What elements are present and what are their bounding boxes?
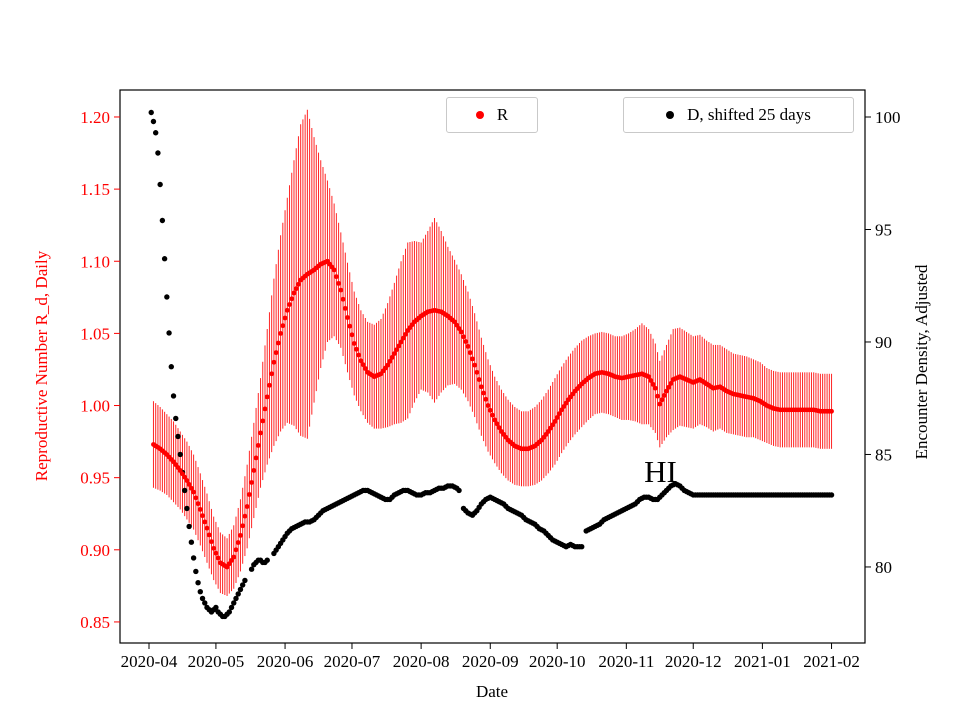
left-tick-label: 0.90: [80, 541, 110, 560]
annotation-HI: HI: [644, 454, 677, 490]
x-tick-label: 2021-01: [734, 652, 791, 671]
x-tick-label: 2020-07: [324, 652, 381, 671]
error-bars: [152, 109, 833, 596]
legend-R-label: R: [496, 105, 509, 124]
series-D-dots: [148, 109, 835, 620]
left-tick-label: 1.10: [80, 252, 110, 271]
plot-border: [119, 89, 866, 644]
right-tick-label: 95: [875, 220, 892, 239]
legend-D: D, shifted 25 days: [623, 97, 854, 133]
right-axis-title: Encounter Density, Adjusted: [912, 264, 931, 460]
x-tick-label: 2020-08: [393, 652, 450, 671]
right-tick-label: 80: [875, 558, 892, 577]
left-tick-label: 1.05: [80, 324, 110, 343]
x-tick-label: 2020-06: [257, 652, 314, 671]
x-tick-label: 2021-02: [803, 652, 860, 671]
right-tick-label: 100: [875, 108, 901, 127]
x-tick-label: 2020-12: [665, 652, 722, 671]
right-tick-label: 85: [875, 445, 892, 464]
x-axis-title: Date: [475, 682, 509, 701]
left-axis-title: Reproductive Number R_d, Daily: [32, 250, 51, 482]
left-tick-label: 1.15: [80, 180, 110, 199]
red-dot-marker-icon: [475, 111, 484, 119]
legend-R: R: [446, 97, 538, 133]
black-dot-marker-icon: [666, 111, 675, 119]
legend-D-label: D, shifted 25 days: [687, 105, 811, 124]
left-tick-label: 1.00: [80, 397, 110, 416]
x-tick-label: 2020-09: [462, 652, 519, 671]
left-tick-label: 0.85: [80, 613, 110, 632]
x-tick-label: 2020-11: [598, 652, 654, 671]
right-tick-label: 90: [875, 333, 892, 352]
x-tick-label: 2020-04: [121, 652, 178, 671]
series-R-dots: [151, 258, 834, 570]
left-tick-label: 1.20: [80, 108, 110, 127]
x-tick-label: 2020-05: [188, 652, 245, 671]
left-tick-label: 0.95: [80, 469, 110, 488]
x-tick-label: 2020-10: [529, 652, 586, 671]
axes: 2020-04 2020-05 2020-06 2020-07 2020-08 2020-…: [80, 89, 901, 671]
